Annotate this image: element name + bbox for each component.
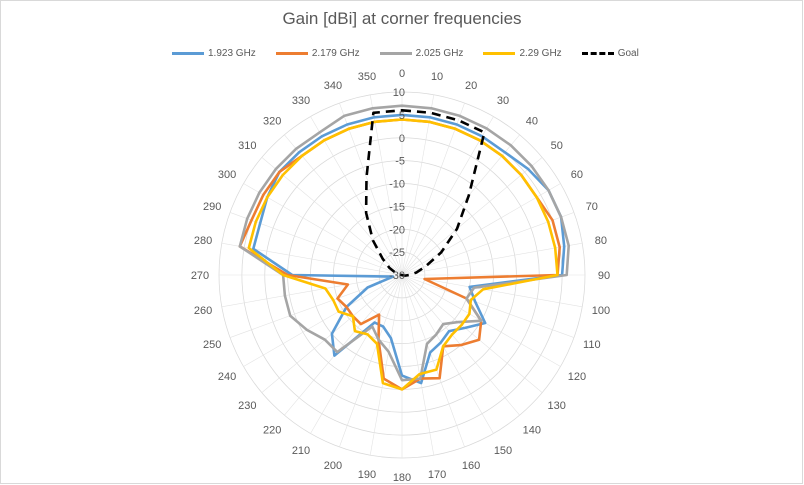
grid-spoke-80 [401,242,583,276]
angle-label-70: 70 [586,201,598,213]
grid-spoke-240 [243,274,403,367]
angle-label-200: 200 [324,460,342,472]
angle-label-60: 60 [571,169,583,181]
angle-label-160: 160 [462,460,480,472]
grid-spoke-40 [401,134,520,276]
angle-label-90: 90 [598,270,610,282]
angle-label-150: 150 [494,445,512,457]
grid-spoke-330 [310,116,403,276]
angle-label-20: 20 [465,80,477,92]
chart-title: Gain [dBi] at corner frequencies [282,9,522,28]
angle-label-190: 190 [358,469,376,481]
grid-spoke-290 [229,212,403,276]
grid-spoke-150 [401,274,494,434]
grid-spoke-320 [284,134,403,276]
radial-tick-label-7: -25 [389,247,405,259]
grid-spoke-60 [401,183,561,276]
angle-label-300: 300 [218,169,236,181]
radial-tick-label-8: -30 [389,270,405,282]
angle-label-330: 330 [292,95,310,107]
angle-label-210: 210 [292,445,310,457]
angle-label-350: 350 [358,71,376,83]
grid-spoke-130 [401,274,543,393]
radial-tick-label-2: 0 [399,133,405,145]
legend-label: Goal [617,47,639,59]
legend-item-2: 2.025 GHz [379,47,464,59]
angle-label-230: 230 [238,400,256,412]
radial-tick-label-0: 10 [393,87,405,99]
grid-spoke-340 [339,102,403,276]
angle-label-270: 270 [191,270,209,282]
angle-label-100: 100 [592,305,610,317]
angle-label-0: 0 [399,68,405,80]
legend-label: 2.29 GHz [519,47,562,59]
angle-label-340: 340 [324,80,342,92]
legend-item-4: Goal [581,47,639,59]
angle-label-30: 30 [497,95,509,107]
grid-spoke-310 [261,157,403,276]
grid-spoke-190 [369,274,403,456]
angle-label-240: 240 [218,371,236,383]
angle-label-40: 40 [526,115,538,127]
grid-spoke-280 [221,242,403,276]
angle-label-140: 140 [523,425,541,437]
radial-tick-label-1: 5 [399,110,405,122]
angle-label-280: 280 [194,235,212,247]
grid-spoke-110 [401,274,575,338]
legend-swatch [275,51,308,55]
grid-spoke-300 [243,183,403,276]
legend-item-0: 1.923 GHz [172,48,256,59]
angle-label-220: 220 [263,425,281,437]
series-line-4 [364,109,486,277]
angle-label-260: 260 [194,305,212,317]
series-line-0 [252,113,566,385]
angle-label-50: 50 [551,140,563,152]
grid-spoke-170 [401,274,435,456]
legend-label: 2.179 GHz [311,47,360,59]
grid-spoke-220 [284,274,403,416]
radial-tick-label-3: -5 [395,156,405,168]
grid-spoke-350 [369,94,403,276]
legend-item-3: 2.29 GHz [483,47,562,59]
angle-label-130: 130 [548,400,566,412]
angle-label-110: 110 [583,339,601,351]
series-line-2 [238,104,570,382]
angle-label-320: 320 [263,115,281,127]
grid-spoke-260 [221,274,403,308]
grid-spoke-30 [401,116,494,276]
grid-spoke-200 [339,274,403,448]
angle-label-250: 250 [203,339,221,351]
radial-tick-label-5: -15 [389,201,405,213]
legend-swatch [172,51,204,55]
grid-spoke-20 [401,102,465,276]
grid-spoke-100 [401,274,583,308]
legend-swatch [581,51,614,55]
legend-swatch [379,51,412,55]
legend-swatch [483,51,516,55]
legend-label: 2.025 GHz [415,47,464,59]
grid-spoke-70 [401,212,575,276]
series-group [238,104,570,391]
radial-tick-label-4: -10 [389,179,405,191]
angle-label-310: 310 [238,140,256,152]
series-line-3 [247,118,559,391]
angle-label-180: 180 [393,472,411,484]
grid-spoke-50 [401,157,543,276]
legend-item-1: 2.179 GHz [275,47,360,59]
grid-spoke-10 [401,94,435,276]
grid-spoke-210 [310,274,403,434]
angle-label-290: 290 [203,201,221,213]
radial-tick-label-6: -20 [389,224,405,236]
angle-label-80: 80 [595,235,607,247]
angle-label-10: 10 [431,71,443,83]
angle-label-120: 120 [568,371,586,383]
grid-spoke-160 [401,274,465,448]
angle-label-170: 170 [428,469,446,481]
legend-label: 1.923 GHz [208,47,256,59]
chart-legend: 1.923 GHz 2.179 GHz 2.025 GHz 2.29 GHz Goal [172,46,659,60]
